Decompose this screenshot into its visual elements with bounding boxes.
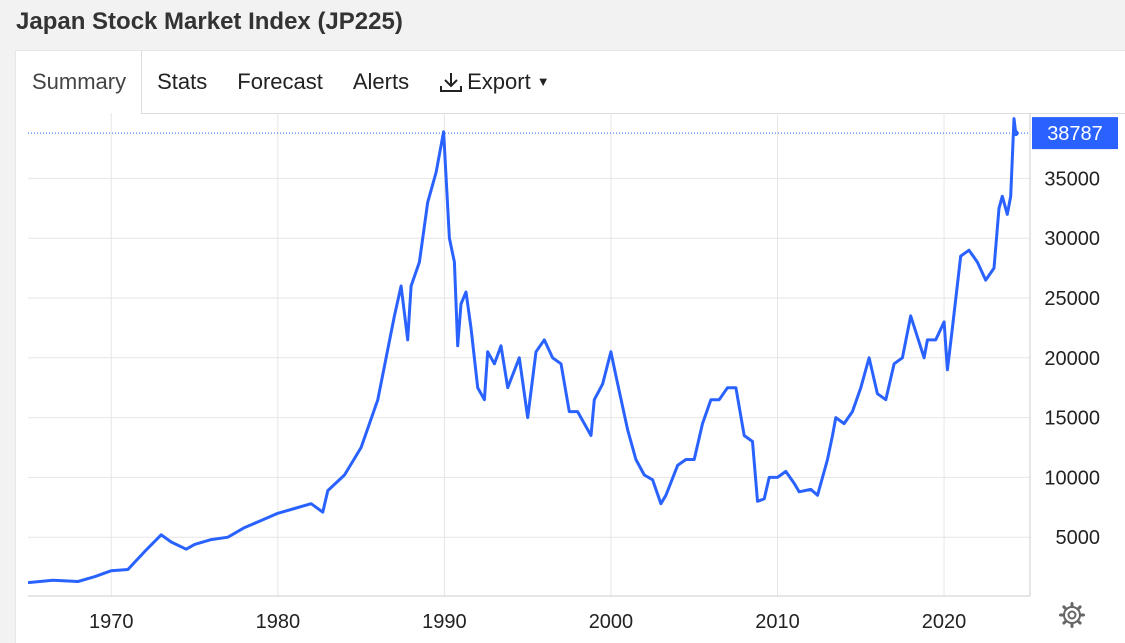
y-tick-label: 5000 bbox=[1056, 527, 1101, 549]
series-line bbox=[28, 117, 1018, 585]
export-label: Export bbox=[467, 69, 531, 94]
last-value-label: 38787 bbox=[1047, 123, 1103, 145]
y-tick-label: 35000 bbox=[1044, 168, 1100, 190]
tab-alerts[interactable]: Alerts bbox=[352, 69, 410, 94]
y-tick-label: 15000 bbox=[1044, 408, 1100, 430]
x-tick-label: 1970 bbox=[89, 611, 134, 633]
tab-stats[interactable]: Stats bbox=[157, 69, 208, 94]
y-tick-label: 20000 bbox=[1044, 348, 1100, 370]
tab-export[interactable]: Export ▼ bbox=[424, 51, 564, 113]
chevron-down-icon: ▼ bbox=[536, 74, 550, 89]
page-title: Japan Stock Market Index (JP225) bbox=[16, 8, 403, 35]
last-value-badge bbox=[1032, 117, 1118, 150]
x-tick-label: 1980 bbox=[256, 611, 301, 633]
y-tick-label: 25000 bbox=[1044, 288, 1100, 310]
tab-forecast[interactable]: Forecast bbox=[237, 69, 323, 94]
gear-icon[interactable] bbox=[1059, 602, 1085, 628]
last-point bbox=[1012, 130, 1019, 137]
y-tick-label: 10000 bbox=[1044, 467, 1100, 489]
y-tick-label: 30000 bbox=[1044, 228, 1100, 250]
x-tick-label: 2010 bbox=[755, 611, 800, 633]
tab-bar: Summary Stats Forecast Alerts Export ▼ bbox=[16, 51, 1125, 114]
x-tick-label: 1990 bbox=[422, 611, 467, 633]
download-icon bbox=[439, 71, 463, 93]
tab-summary[interactable]: Summary bbox=[16, 51, 143, 114]
x-tick-label: 2020 bbox=[922, 611, 967, 633]
x-tick-label: 2000 bbox=[589, 611, 634, 633]
